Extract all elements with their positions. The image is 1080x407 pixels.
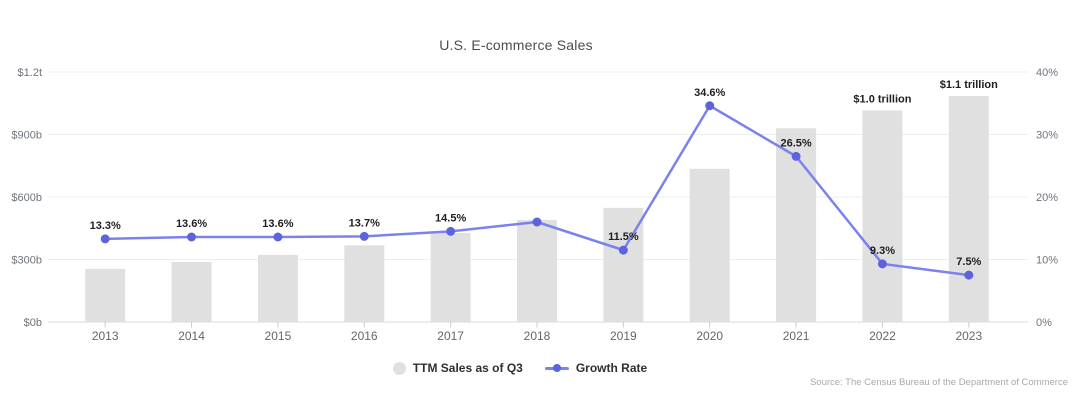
growth-point-2015[interactable] xyxy=(273,232,283,242)
bar-value-label: $1.1 trillion xyxy=(940,79,998,91)
legend-label-growth-rate: Growth Rate xyxy=(575,361,648,375)
growth-point-2018[interactable] xyxy=(532,217,542,227)
growth-point-2017[interactable] xyxy=(446,226,456,236)
chart-title: U.S. E-commerce Sales xyxy=(439,37,593,53)
growth-point-2016[interactable] xyxy=(359,231,369,241)
growth-point-2019[interactable] xyxy=(618,245,628,255)
growth-point-2021[interactable] xyxy=(791,151,801,161)
bar-2017[interactable] xyxy=(430,233,471,322)
growth-value-label: 26.5% xyxy=(780,137,811,149)
legend-label-ttm-sales: TTM Sales as of Q3 xyxy=(412,361,523,375)
right-axis-tick-label: 30% xyxy=(1036,130,1058,142)
left-axis-tick-label: $300b xyxy=(11,255,42,267)
bar-2018[interactable] xyxy=(517,219,557,322)
bar-2023[interactable] xyxy=(948,95,989,322)
x-axis-category-label: 2023 xyxy=(955,329,982,343)
bar-2014[interactable] xyxy=(171,262,212,322)
growth-point-2023[interactable] xyxy=(964,270,974,280)
growth-value-label: 34.6% xyxy=(694,87,725,99)
x-axis-category-label: 2016 xyxy=(351,329,378,343)
x-axis-category-label: 2014 xyxy=(178,329,205,343)
left-axis-tick-label: $600b xyxy=(11,192,42,204)
bar-2016[interactable] xyxy=(344,245,385,322)
line-series-legend-marker xyxy=(544,364,569,372)
growth-value-label: 9.3% xyxy=(870,245,895,257)
right-axis-tick-label: 40% xyxy=(1036,67,1058,79)
bar-2022[interactable] xyxy=(862,110,903,323)
left-axis-tick-label: $900b xyxy=(11,130,42,142)
x-axis-category-label: 2022 xyxy=(869,329,896,343)
x-axis-category-label: 2013 xyxy=(92,329,119,343)
growth-value-label: 7.5% xyxy=(956,256,981,268)
right-axis-tick-label: 0% xyxy=(1036,317,1052,329)
x-axis-category-label: 2017 xyxy=(437,329,464,343)
line-series-legend-dot xyxy=(552,364,561,372)
bar-2020[interactable] xyxy=(689,168,730,322)
growth-value-label: 13.7% xyxy=(349,217,380,229)
x-axis-category-label: 2018 xyxy=(524,329,551,343)
source-attribution: Source: The Census Bureau of the Departm… xyxy=(809,377,1068,388)
growth-point-2013[interactable] xyxy=(100,234,110,244)
left-axis-tick-label: $0b xyxy=(24,317,42,329)
x-axis-category-label: 2019 xyxy=(610,329,637,343)
x-axis-category-label: 2015 xyxy=(265,329,292,343)
x-axis-category-label: 2021 xyxy=(783,329,810,343)
growth-value-label: 13.6% xyxy=(176,218,207,230)
growth-point-2022[interactable] xyxy=(877,259,887,269)
bar-2015[interactable] xyxy=(257,254,298,322)
growth-value-label: 13.3% xyxy=(90,220,121,232)
right-axis-tick-label: 10% xyxy=(1036,255,1058,267)
chart-legend: TTM Sales as of Q3 Growth Rate xyxy=(0,361,1040,375)
growth-value-label: 13.6% xyxy=(262,218,293,230)
growth-point-2014[interactable] xyxy=(187,232,197,242)
bar-value-label: $1.0 trillion xyxy=(853,94,911,106)
bar-series-legend-marker xyxy=(392,361,406,375)
left-axis-tick-label: $1.2t xyxy=(18,67,42,79)
x-axis-category-label: 2020 xyxy=(696,329,723,343)
bar-2013[interactable] xyxy=(85,268,126,322)
growth-value-label: 11.5% xyxy=(608,231,639,243)
legend-item-ttm-sales[interactable]: TTM Sales as of Q3 xyxy=(392,361,523,375)
growth-value-label: 14.5% xyxy=(435,212,466,224)
growth-point-2020[interactable] xyxy=(705,101,715,111)
right-axis-tick-label: 20% xyxy=(1036,192,1058,204)
legend-item-growth-rate[interactable]: Growth Rate xyxy=(544,361,648,375)
